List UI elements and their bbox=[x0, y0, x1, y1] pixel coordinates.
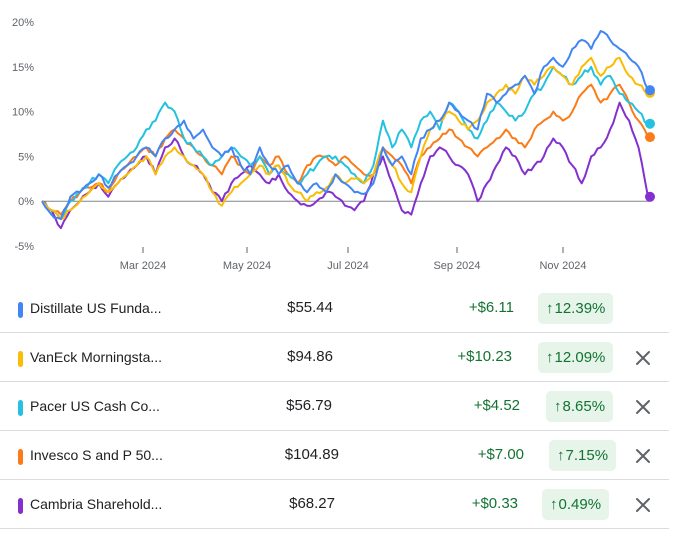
x-tick-label: Nov 2024 bbox=[539, 260, 586, 272]
holding-name: Invesco S and P 50... bbox=[30, 447, 163, 463]
remove-close-icon[interactable] bbox=[634, 398, 652, 416]
holding-name: Distillate US Funda... bbox=[30, 300, 162, 316]
percent-change-badge: ↑8.65% bbox=[546, 391, 614, 422]
holding-price: $94.86 bbox=[287, 348, 333, 365]
percent-change-badge: ↑7.15% bbox=[549, 440, 617, 471]
y-tick-label: 10% bbox=[12, 107, 34, 119]
y-tick-label: 0% bbox=[18, 196, 34, 208]
series-color-swatch bbox=[18, 351, 23, 367]
holding-name: VanEck Morningsta... bbox=[30, 349, 163, 365]
series-color-swatch bbox=[18, 449, 23, 465]
holding-name: Cambria Sharehold... bbox=[30, 496, 163, 512]
arrow-up-icon: ↑ bbox=[546, 349, 554, 366]
remove-close-icon[interactable] bbox=[634, 447, 652, 465]
x-tick-label: Jul 2024 bbox=[327, 260, 369, 272]
holding-change: +$6.11 bbox=[468, 299, 514, 316]
y-tick-label: 5% bbox=[18, 151, 34, 163]
arrow-up-icon: ↑ bbox=[550, 496, 558, 513]
remove-close-icon[interactable] bbox=[634, 349, 652, 367]
series-end-dot bbox=[645, 85, 655, 96]
series-color-swatch bbox=[18, 302, 23, 318]
remove-close-icon[interactable] bbox=[634, 496, 652, 514]
series-line bbox=[41, 101, 649, 230]
percent-change-badge: ↑0.49% bbox=[542, 489, 610, 520]
holding-name: Pacer US Cash Co... bbox=[30, 398, 160, 414]
holding-price: $55.44 bbox=[287, 299, 333, 316]
holding-price: $56.79 bbox=[286, 397, 332, 414]
holding-change: +$7.00 bbox=[477, 446, 524, 463]
percent-change-value: 7.15% bbox=[565, 447, 609, 464]
x-tick-label: May 2024 bbox=[223, 260, 271, 272]
holding-change: +$4.52 bbox=[473, 397, 520, 414]
series-end-dot bbox=[645, 132, 655, 143]
series-end-dot bbox=[645, 191, 655, 202]
holding-row[interactable]: Invesco S and P 50... $104.89 +$7.00 ↑7.15% bbox=[0, 431, 669, 480]
percent-change-badge: ↑12.39% bbox=[538, 293, 614, 324]
holding-row[interactable]: VanEck Morningsta... $94.86 +$10.23 ↑12.09% bbox=[0, 333, 669, 382]
series-color-swatch bbox=[18, 498, 23, 514]
y-tick-label: 20% bbox=[12, 17, 34, 29]
comparison-line-chart: 20% 15% 10% 5% 0% -5% Mar 2024 May 2024 Jul 2024… bbox=[12, 17, 655, 272]
series-color-swatch bbox=[18, 400, 23, 416]
percent-change-badge: ↑12.09% bbox=[538, 342, 614, 373]
x-tick-label: Sep 2024 bbox=[433, 260, 480, 272]
arrow-up-icon: ↑ bbox=[546, 300, 554, 317]
percent-change-value: 12.39% bbox=[554, 300, 606, 317]
holding-row[interactable]: Cambria Sharehold... $68.27 +$0.33 ↑0.49% bbox=[0, 480, 669, 529]
x-tick-label: Mar 2024 bbox=[120, 260, 166, 272]
series-end-dot bbox=[645, 118, 655, 129]
y-tick-label: 15% bbox=[12, 62, 34, 74]
holding-price: $104.89 bbox=[284, 446, 339, 463]
holding-change: +$0.33 bbox=[471, 495, 518, 512]
holding-row[interactable]: Pacer US Cash Co... $56.79 +$4.52 ↑8.65% bbox=[0, 382, 669, 431]
holding-row[interactable]: Distillate US Funda... $55.44 +$6.11 ↑12.39… bbox=[0, 284, 669, 333]
holding-change: +$10.23 bbox=[457, 348, 512, 365]
series-line bbox=[41, 65, 649, 221]
series-line bbox=[41, 30, 649, 221]
percent-change-value: 12.09% bbox=[554, 349, 606, 366]
arrow-up-icon: ↑ bbox=[554, 398, 562, 415]
holding-price: $68.27 bbox=[289, 495, 335, 512]
series-line bbox=[41, 56, 649, 221]
percent-change-value: 8.65% bbox=[562, 398, 606, 415]
arrow-up-icon: ↑ bbox=[557, 447, 565, 464]
y-tick-label: -5% bbox=[14, 241, 34, 253]
percent-change-value: 0.49% bbox=[558, 496, 602, 513]
series-line bbox=[41, 83, 649, 216]
